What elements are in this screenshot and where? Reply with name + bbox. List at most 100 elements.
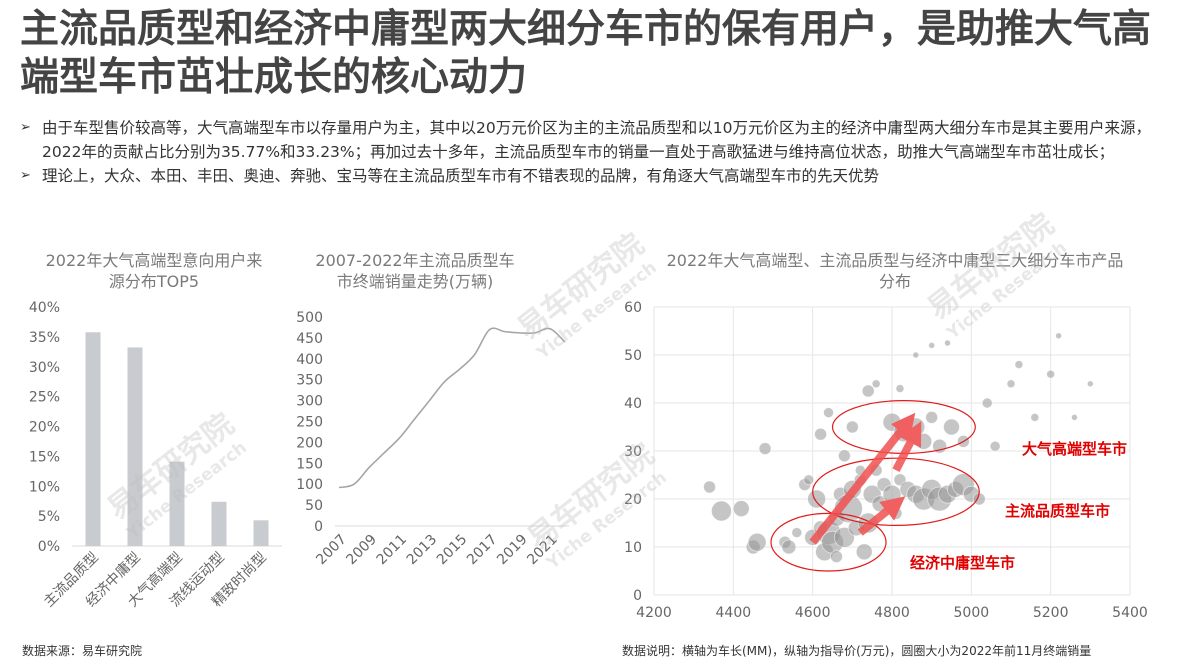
data-point bbox=[1046, 369, 1056, 379]
data-point bbox=[981, 397, 993, 409]
data-point bbox=[758, 442, 772, 456]
line-chart: 0501001502002503003504004505002007200920… bbox=[296, 310, 569, 569]
bullet-item: ➢ 由于车型售价较高等，大气高端型车市以存量用户为主，其中以20万元价区为主的主… bbox=[20, 116, 1170, 164]
data-point bbox=[912, 351, 920, 359]
segment-ellipse bbox=[812, 457, 980, 527]
y-tick-label: 100 bbox=[296, 477, 323, 493]
scatter-chart: 0 10 20 30 40 50 60 4200 4400 4600 4800 5000 5200 540… bbox=[624, 300, 1148, 621]
data-point bbox=[807, 489, 827, 509]
segment-label: 经济中庸型车市 bbox=[910, 554, 1015, 572]
y-tick-label: 400 bbox=[296, 352, 323, 368]
y-tick-label: 5% bbox=[38, 509, 60, 525]
data-point bbox=[928, 342, 936, 349]
x-tick-label: 2015 bbox=[434, 532, 471, 569]
y-tick-label: 450 bbox=[296, 331, 323, 347]
data-point bbox=[944, 339, 951, 347]
x-tick-label: 2021 bbox=[524, 532, 561, 569]
data-point bbox=[1014, 360, 1024, 369]
x-tick-label: 4800 bbox=[874, 605, 910, 621]
y-tick-label: 500 bbox=[296, 310, 323, 326]
source-note: 数据来源：易车研究院 bbox=[22, 644, 143, 658]
bar bbox=[85, 332, 101, 546]
x-tick-label: 2013 bbox=[404, 532, 441, 569]
y-tick-label: 250 bbox=[296, 415, 323, 431]
y-tick-label: 30% bbox=[29, 360, 60, 376]
y-tick-label: 60 bbox=[624, 300, 642, 316]
bullet-text: 理论上，大众、本田、丰田、奥迪、奔驰、宝马等在主流品质型车市有不错表现的品牌，有… bbox=[42, 167, 880, 185]
x-tick-label: 2009 bbox=[343, 532, 380, 569]
data-point bbox=[814, 427, 828, 441]
x-tick-label: 4200 bbox=[636, 605, 672, 621]
trend-arrow bbox=[857, 496, 906, 536]
scatter-chart-title: 2022年大气高端型、主流品质型与经济中庸型三大细分车市产品分布 bbox=[666, 251, 1124, 291]
bar bbox=[253, 520, 269, 546]
y-tick-label: 300 bbox=[296, 394, 323, 410]
data-point bbox=[1055, 332, 1063, 340]
data-point bbox=[791, 527, 803, 539]
x-tick-label: 2011 bbox=[374, 532, 411, 569]
data-point bbox=[837, 449, 851, 463]
bar-chart-title: 2022年大气高端型意向用户来源分布TOP5 bbox=[45, 251, 263, 291]
data-point bbox=[882, 484, 902, 504]
bar-chart: 0%5%10%15%20%25%30%35%40%主流品质型经济中庸型大气高端型… bbox=[29, 300, 282, 610]
data-point bbox=[823, 407, 834, 418]
data-point bbox=[781, 539, 797, 555]
data-point bbox=[1006, 379, 1016, 389]
y-tick-label: 30 bbox=[624, 444, 642, 460]
data-point bbox=[845, 420, 859, 434]
data-point bbox=[830, 550, 843, 564]
arrow-right-icon: ➢ bbox=[20, 168, 31, 183]
data-point bbox=[943, 418, 960, 436]
data-point bbox=[747, 532, 767, 552]
bullet-list: ➢ 由于车型售价较高等，大气高端型车市以存量用户为主，其中以20万元价区为主的主… bbox=[20, 116, 1170, 188]
data-point bbox=[1071, 414, 1078, 421]
data-note: 数据说明：横轴为车长(MM)，纵轴为指导价(万元)，圆圈大小为2022年前11月… bbox=[622, 644, 1092, 658]
data-point bbox=[989, 440, 1001, 452]
bar bbox=[169, 461, 185, 546]
data-point bbox=[803, 474, 815, 486]
data-point bbox=[1030, 413, 1040, 422]
data-point bbox=[703, 480, 716, 494]
data-point bbox=[925, 411, 939, 424]
x-tick-label: 2019 bbox=[494, 532, 531, 569]
data-point bbox=[732, 500, 750, 518]
y-tick-label: 200 bbox=[296, 435, 323, 451]
y-tick-label: 15% bbox=[29, 449, 60, 465]
y-tick-label: 0 bbox=[633, 588, 642, 604]
bar bbox=[211, 501, 227, 546]
x-tick-label: 5400 bbox=[1112, 605, 1148, 621]
y-tick-label: 25% bbox=[29, 390, 60, 406]
y-tick-label: 40% bbox=[29, 300, 60, 316]
y-tick-label: 10 bbox=[624, 540, 642, 556]
data-point bbox=[855, 543, 873, 561]
segment-label: 主流品质型车市 bbox=[1005, 502, 1110, 520]
bullet-item: ➢ 理论上，大众、本田、丰田、奥迪、奔驰、宝马等在主流品质型车市有不错表现的品牌… bbox=[20, 164, 1170, 188]
y-tick-label: 50 bbox=[305, 498, 323, 514]
series-line bbox=[338, 327, 566, 489]
y-tick-label: 20 bbox=[624, 492, 642, 508]
segment-ellipse bbox=[770, 512, 887, 572]
page-title: 主流品质型和经济中庸型两大细分车市的保有用户，是助推大气高端型车市茁壮成长的核心… bbox=[20, 7, 1152, 100]
x-tick-label: 5200 bbox=[1033, 605, 1069, 621]
data-point bbox=[861, 384, 875, 398]
bullet-text: 由于车型售价较高等，大气高端型车市以存量用户为主，其中以20万元价区为主的主流品… bbox=[42, 119, 1151, 161]
y-tick-label: 20% bbox=[29, 420, 60, 436]
y-tick-label: 350 bbox=[296, 373, 323, 389]
x-tick-label: 4600 bbox=[795, 605, 831, 621]
data-point bbox=[895, 384, 905, 393]
data-point bbox=[711, 500, 732, 522]
y-tick-label: 35% bbox=[29, 330, 60, 346]
x-tick-label: 2017 bbox=[464, 532, 501, 569]
bar bbox=[127, 347, 143, 546]
segment-label: 大气高端型车市 bbox=[1022, 440, 1127, 458]
y-tick-label: 50 bbox=[624, 348, 642, 364]
x-tick-label: 5000 bbox=[954, 605, 990, 621]
y-tick-label: 0% bbox=[38, 539, 60, 555]
y-tick-label: 10% bbox=[29, 479, 60, 495]
arrow-right-icon: ➢ bbox=[20, 120, 31, 135]
data-point bbox=[1086, 380, 1094, 388]
x-tick-label: 4400 bbox=[716, 605, 752, 621]
x-tick-label: 2007 bbox=[313, 532, 350, 569]
y-tick-label: 0 bbox=[314, 519, 323, 535]
line-chart-title: 2007-2022年主流品质型车市终端销量走势(万辆) bbox=[315, 251, 515, 291]
